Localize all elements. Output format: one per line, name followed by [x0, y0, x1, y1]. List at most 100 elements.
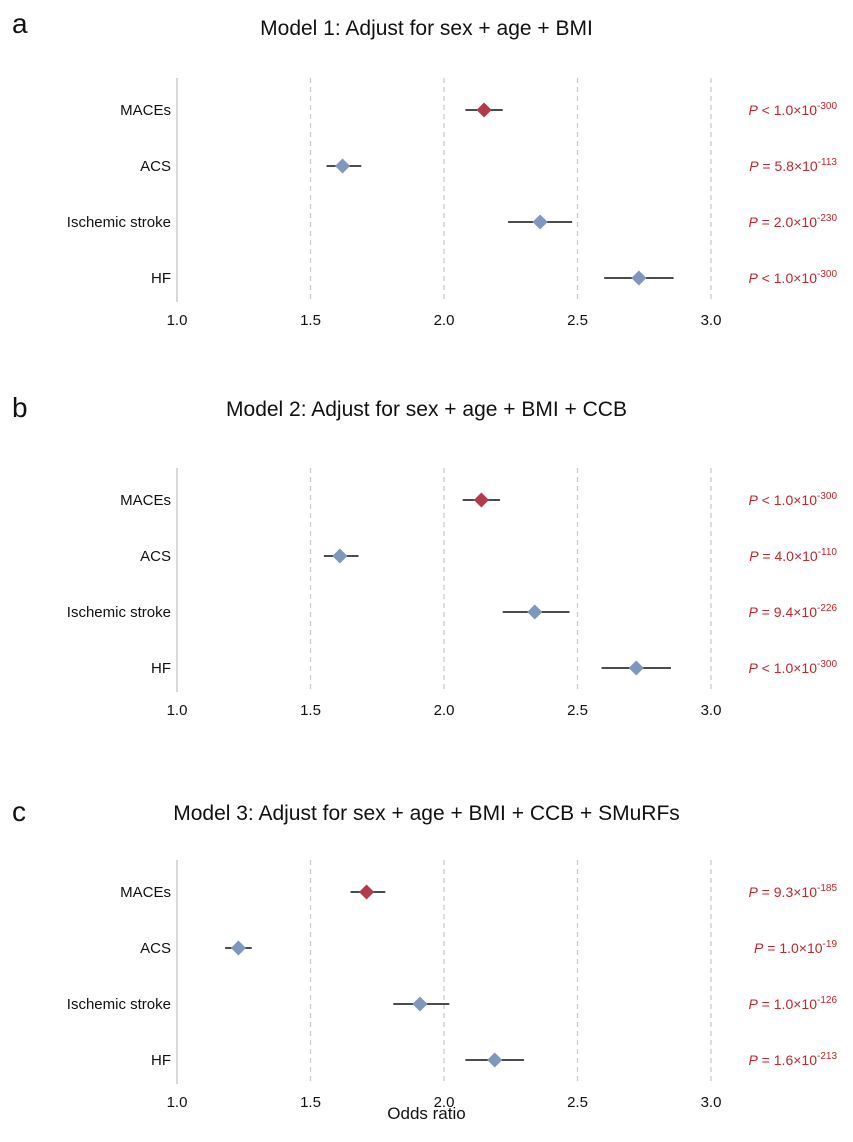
p-value-times-ten: ×10	[794, 548, 818, 564]
p-value-symbol: P	[748, 884, 758, 900]
x-tick-label: 3.0	[701, 312, 722, 329]
point-estimate-diamond	[230, 940, 246, 956]
panel-title: Model 1: Adjust for sex + age + BMI	[260, 17, 593, 40]
point-estimate-diamond	[412, 996, 428, 1012]
p-value-operator: =	[759, 158, 775, 174]
x-tick-label: 3.0	[701, 702, 722, 719]
p-value-operator: =	[758, 996, 774, 1012]
p-value-times-ten: ×10	[793, 884, 817, 900]
p-value-times-ten: ×10	[793, 270, 817, 286]
panel-a: a Model 1: Adjust for sex + age + BMI 1.…	[0, 0, 853, 360]
p-value-operator: <	[758, 102, 774, 118]
p-value-operator: <	[758, 270, 774, 286]
point-estimate-diamond	[473, 492, 489, 508]
p-value-exponent: -213	[817, 1051, 837, 1062]
x-tick-label: 1.0	[167, 1094, 188, 1111]
p-value-operator: =	[758, 604, 774, 620]
row-label: Ischemic stroke	[67, 996, 171, 1013]
p-value-operator: =	[758, 214, 774, 230]
point-estimate-diamond	[631, 270, 647, 286]
p-value-symbol: P	[754, 940, 764, 956]
p-value-mantissa: 1.0	[774, 270, 794, 286]
x-tick-label: 1.0	[167, 702, 188, 719]
row-label: HF	[151, 660, 171, 677]
p-value-times-ten: ×10	[794, 158, 818, 174]
p-value-times-ten: ×10	[793, 492, 817, 508]
point-estimate-diamond	[332, 548, 348, 564]
panel-b: b Model 2: Adjust for sex + age + BMI + …	[0, 390, 853, 750]
p-value-label: P = 4.0×10-110	[749, 547, 837, 564]
p-value-mantissa: 1.0	[774, 492, 794, 508]
p-value-label: P = 1.0×10-126	[748, 995, 837, 1012]
p-value-symbol: P	[748, 214, 758, 230]
x-tick-label: 2.0	[434, 1094, 455, 1111]
p-value-mantissa: 1.6	[774, 1052, 794, 1068]
p-value-exponent: -226	[817, 603, 837, 614]
p-value-symbol: P	[748, 102, 758, 118]
panel-c: c Model 3: Adjust for sex + age + BMI + …	[0, 782, 853, 1130]
panel-title: Model 2: Adjust for sex + age + BMI + CC…	[226, 398, 627, 421]
p-value-symbol: P	[749, 158, 759, 174]
x-tick-label: 2.5	[567, 1094, 588, 1111]
x-tick-label: 1.5	[300, 702, 321, 719]
row-label: HF	[151, 270, 171, 287]
row-label: MACEs	[120, 492, 171, 509]
point-estimate-diamond	[359, 884, 375, 900]
row-label: ACS	[140, 940, 171, 957]
point-estimate-diamond	[527, 604, 543, 620]
panel-letter: a	[12, 8, 28, 39]
p-value-exponent: -300	[817, 659, 837, 670]
row-label: Ischemic stroke	[67, 214, 171, 231]
p-value-symbol: P	[748, 660, 758, 676]
row-label: HF	[151, 1052, 171, 1069]
x-tick-label: 2.0	[434, 312, 455, 329]
p-value-mantissa: 9.3	[774, 884, 794, 900]
x-tick-label: 1.5	[300, 1094, 321, 1111]
p-value-mantissa: 1.0	[774, 996, 794, 1012]
p-value-symbol: P	[748, 270, 758, 286]
point-estimate-diamond	[335, 158, 351, 174]
p-value-exponent: -300	[817, 491, 837, 502]
p-value-times-ten: ×10	[793, 1052, 817, 1068]
point-estimate-diamond	[487, 1052, 503, 1068]
x-axis-label: Odds ratio	[387, 1104, 466, 1123]
p-value-mantissa: 9.4	[774, 604, 794, 620]
p-value-mantissa: 4.0	[775, 548, 795, 564]
p-value-times-ten: ×10	[793, 214, 817, 230]
p-value-label: P < 1.0×10-300	[748, 101, 837, 118]
p-value-operator: =	[758, 884, 774, 900]
point-estimate-diamond	[628, 660, 644, 676]
p-value-label: P = 5.8×10-113	[749, 157, 837, 174]
p-value-times-ten: ×10	[793, 604, 817, 620]
x-tick-label: 1.0	[167, 312, 188, 329]
p-value-mantissa: 2.0	[774, 214, 794, 230]
p-value-exponent: -300	[817, 101, 837, 112]
point-estimate-diamond	[532, 214, 548, 230]
p-value-label: P = 1.0×10-19	[754, 939, 837, 956]
p-value-symbol: P	[748, 492, 758, 508]
p-value-operator: <	[758, 492, 774, 508]
p-value-label: P = 9.4×10-226	[748, 603, 837, 620]
p-value-label: P = 2.0×10-230	[748, 213, 837, 230]
p-value-operator: <	[758, 660, 774, 676]
p-value-label: P < 1.0×10-300	[748, 269, 837, 286]
p-value-exponent: -230	[817, 213, 837, 224]
x-tick-label: 3.0	[701, 1094, 722, 1111]
row-label: MACEs	[120, 884, 171, 901]
p-value-label: P = 1.6×10-213	[748, 1051, 837, 1068]
panel-title: Model 3: Adjust for sex + age + BMI + CC…	[173, 802, 680, 825]
p-value-exponent: -110	[818, 547, 838, 558]
p-value-symbol: P	[749, 548, 759, 564]
p-value-exponent: -300	[817, 269, 837, 280]
p-value-times-ten: ×10	[799, 940, 823, 956]
p-value-operator: =	[758, 1052, 774, 1068]
p-value-exponent: -126	[817, 995, 837, 1006]
panel-letter: b	[12, 392, 28, 423]
p-value-mantissa: 5.8	[775, 158, 795, 174]
p-value-mantissa: 1.0	[774, 102, 794, 118]
row-label: ACS	[140, 548, 171, 565]
row-label: Ischemic stroke	[67, 604, 171, 621]
p-value-symbol: P	[748, 996, 758, 1012]
